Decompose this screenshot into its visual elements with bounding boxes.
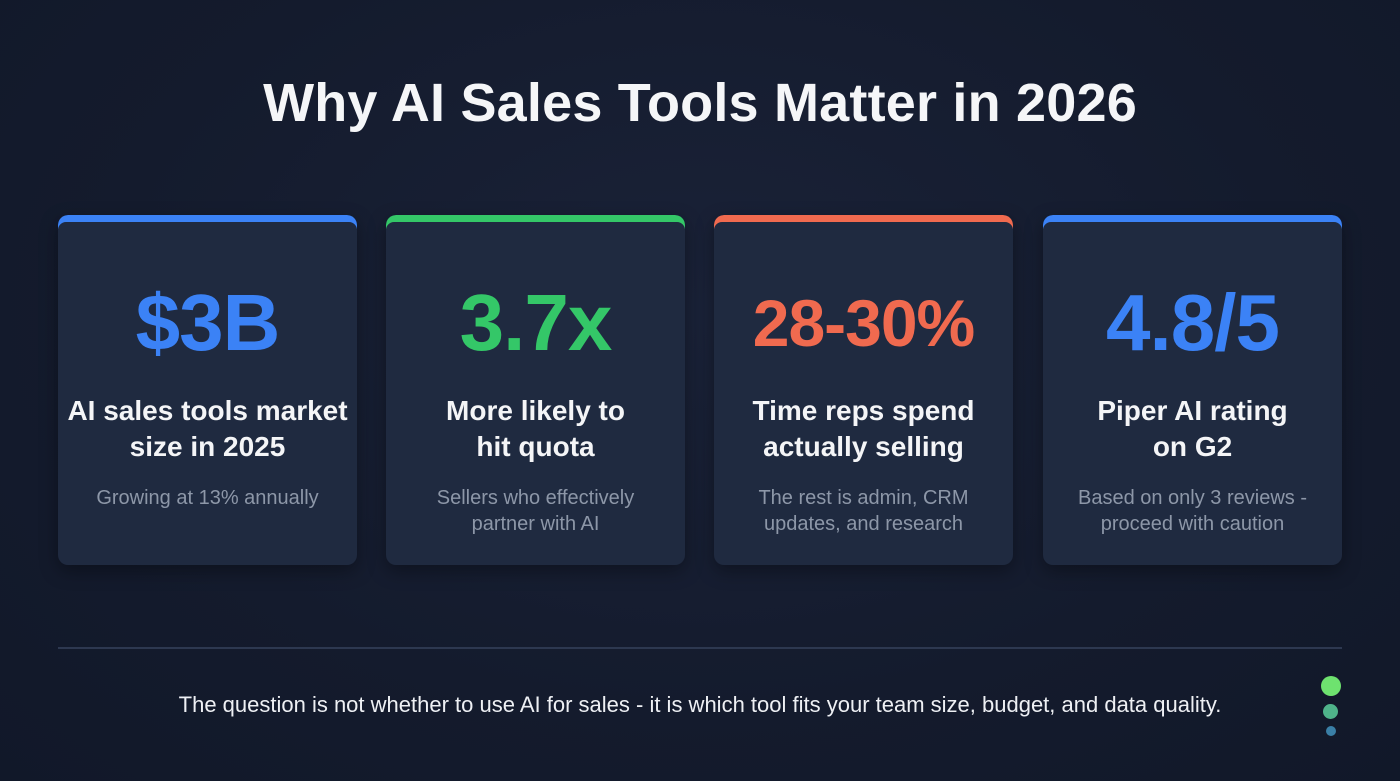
stat-label: AI sales tools market size in 2025 — [67, 395, 348, 462]
stat-card-quota: 3.7x More likely to hit quota Sellers wh… — [386, 215, 685, 565]
stat-subtext: Sellers who effectively partner with AI — [436, 487, 635, 535]
stat-card-selling-time: 28-30% Time reps spend actually selling … — [714, 215, 1013, 565]
stat-value: 3.7x — [459, 278, 613, 367]
card-accent-bar — [714, 215, 1013, 230]
card-accent-bar — [1043, 215, 1342, 230]
decor-dot-large-icon — [1321, 676, 1341, 696]
page-title: Why AI Sales Tools Matter in 2026 — [263, 73, 1137, 133]
stat-card-market-size: $3B AI sales tools market size in 2025 G… — [58, 215, 357, 565]
decor-dot-small-icon — [1326, 726, 1336, 736]
stat-label: Piper AI rating on G2 — [1097, 395, 1288, 462]
stat-subtext: Growing at 13% annually — [96, 487, 319, 509]
stat-value: 4.8/5 — [1106, 278, 1280, 367]
stat-label: Time reps spend actually selling — [752, 395, 975, 462]
stat-card-g2-rating: 4.8/5 Piper AI rating on G2 Based on onl… — [1043, 215, 1342, 565]
card-accent-bar — [58, 215, 357, 230]
card-accent-bar — [386, 215, 685, 230]
stat-value: 28-30% — [752, 286, 976, 360]
decor-dot-medium-icon — [1323, 704, 1338, 719]
stat-subtext: The rest is admin, CRM updates, and rese… — [758, 487, 969, 535]
footer-statement: The question is not whether to use AI fo… — [178, 692, 1222, 717]
stat-value: $3B — [135, 278, 281, 367]
stat-subtext: Based on only 3 reviews - proceed with c… — [1077, 487, 1307, 535]
stat-label: More likely to hit quota — [446, 395, 625, 462]
divider — [58, 647, 1342, 649]
